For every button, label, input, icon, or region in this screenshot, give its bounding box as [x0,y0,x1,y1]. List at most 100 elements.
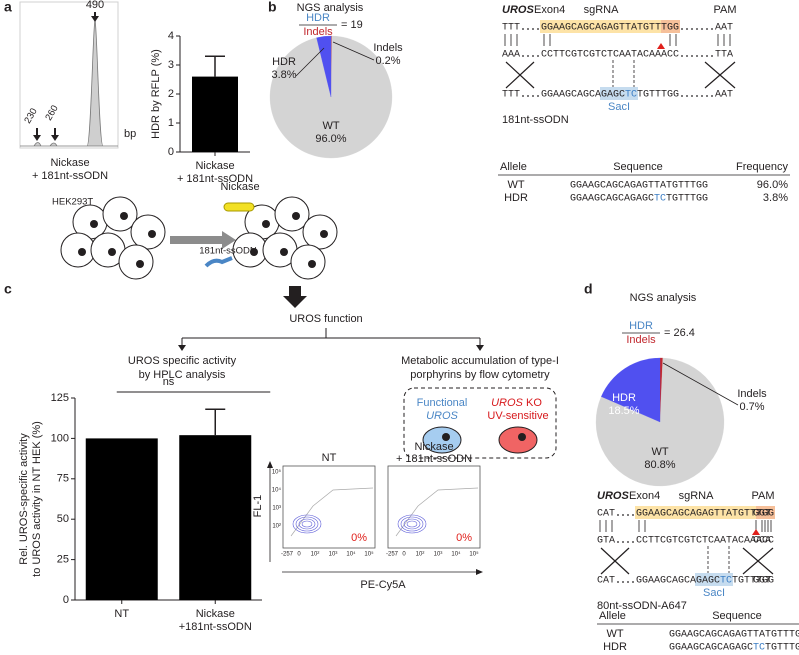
x-tick-label: 10⁵ [364,551,374,558]
ellipsis-dot [696,95,698,97]
peak-label: 230 [22,106,39,125]
y-tick-label: 1 [168,117,174,129]
nucleus [136,260,144,268]
bar [179,435,252,600]
donor-label: 181nt-ssODN [502,114,569,126]
x-tick-label: 10² [311,552,320,558]
phenotype-label: KO [526,397,542,409]
y-tick-label: 75 [57,473,69,485]
nick-site [752,529,760,535]
leader-line [295,47,325,77]
ellipsis-dot [622,514,624,516]
site-highlight [600,87,638,100]
gene-label: UROS [502,4,534,16]
ko-cell [498,426,538,454]
nucleus [292,212,300,220]
arrow-head [91,16,99,22]
x-tick-label: 0 [297,552,301,558]
y-axis-label: to UROS activity in NT HEK (%) [31,421,43,577]
allele: WT [507,179,524,191]
ellipsis-dot [537,55,539,57]
sequence: GAGC [696,576,720,587]
contour [301,520,313,528]
cell [130,214,166,250]
ellipsis-dot [622,581,624,583]
slice-label: WT [651,446,668,458]
exon-label: Exon4 [629,490,660,502]
nucleus [90,220,98,228]
nickase-icon [223,202,255,212]
ellipsis-dot [706,95,708,97]
ellipsis-dot [537,28,539,30]
ellipsis-dot [711,28,713,30]
x-tick-label: 0 [402,552,406,558]
y-tick-label: 0 [63,594,69,606]
sequence: AAT [715,23,733,34]
down-arrow [283,286,307,308]
y-tick-label: 10² [272,524,281,530]
allele: HDR [504,192,528,204]
x-tick-label: 10³ [434,552,443,558]
ratio-value: = 26.4 [664,327,695,339]
x-tick-label: 10³ [329,552,338,558]
ratio-denominator: Indels [303,26,333,38]
x-tick-label: NT [114,608,129,620]
site-label: SacI [703,587,725,599]
y-tick-label: 10³ [272,506,281,512]
gate [395,487,479,537]
exon-label: Exon4 [534,4,565,16]
crossover [704,61,736,89]
sequence: GGAAGCAGCAGAGTTATGTTTGG [636,509,774,520]
y-axis-label: HDR by RFLP (%) [150,49,162,139]
cell [118,244,154,280]
slice-value: 3.8% [271,69,296,81]
sequence: CAT [597,576,615,587]
cell [60,232,96,268]
ellipsis-dot [617,581,619,583]
panel-letter: d [584,281,593,297]
sgrna-highlight [635,506,756,519]
pam-highlight [661,20,680,33]
nucleus [148,230,156,238]
axis-unit: bp [124,128,136,140]
x-tick-label: +181nt-ssODN [179,621,252,633]
sequence: TGTTTGG [637,90,679,101]
ratio-numerator: HDR [629,320,653,332]
x-tick-label: -257 [281,552,294,558]
nucleus [262,220,270,228]
site-label: SacI [608,101,630,113]
ellipsis-dot [522,28,524,30]
contour [298,518,316,530]
cell [290,244,326,280]
x-tick-label: 10⁴ [346,551,356,558]
slice-value: 18.5% [608,405,639,417]
slice-label: HDR [272,56,296,68]
table-header: Allele [599,610,626,622]
phenotype-label: UROS [426,410,458,422]
slice-value: 0.2% [375,55,400,67]
arrow-head [267,461,273,468]
table-header: Frequency [736,161,788,173]
ellipsis-dot [686,55,688,57]
pam-label: PAM [713,4,736,16]
ellipsis-dot [701,55,703,57]
ellipsis-dot [691,95,693,97]
ellipsis-dot [696,55,698,57]
x-tick-label: 10² [416,552,425,558]
pam-highlight [756,506,775,519]
sequence: TTT [502,90,520,101]
donor-label: 80nt-ssODN-A647 [597,600,687,612]
sequence: CCTTCGTCGTCTCAATACAAACC [636,536,774,547]
cell [102,196,138,232]
y-tick-label: 10⁵ [272,469,282,476]
ellipsis-dot [527,28,529,30]
pam-label: PAM [751,490,774,502]
ellipsis-dot [527,55,529,57]
pie-title: NGS analysis [297,2,364,14]
ellipsis-dot [691,28,693,30]
allele: WT [606,628,623,640]
slice-value: 96.0% [315,133,346,145]
ellipsis-dot [622,541,624,543]
nucleus [120,212,128,220]
x-tick-label: Nickase [196,608,235,620]
